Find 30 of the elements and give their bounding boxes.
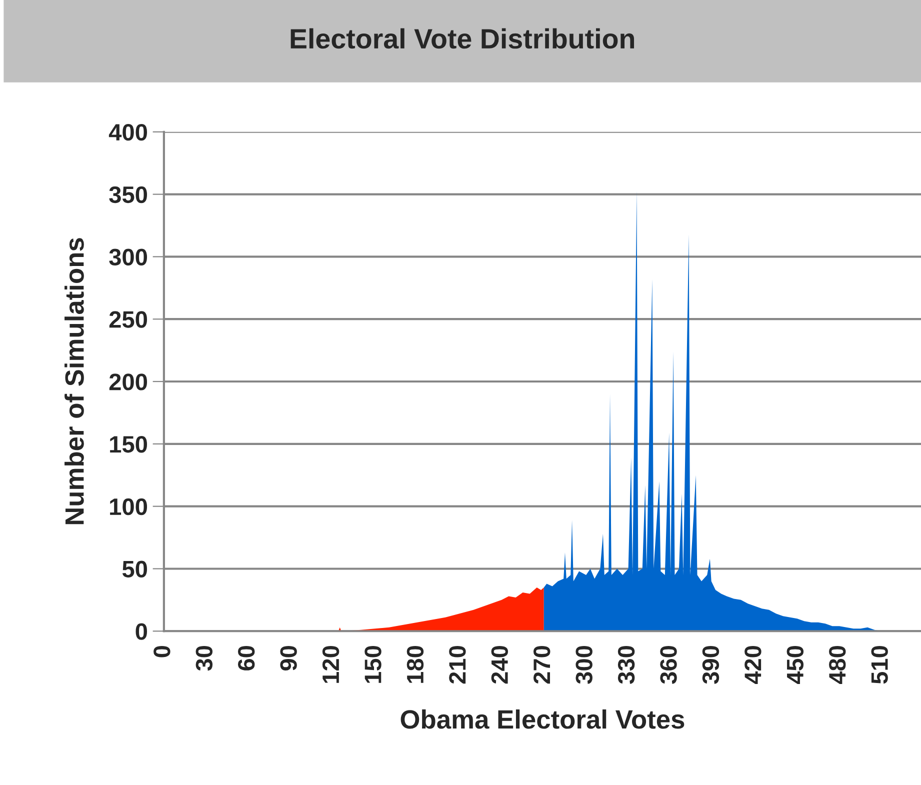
x-tick-label: 300 (576, 646, 592, 684)
y-axis-title: Number of Simulations (64, 238, 84, 524)
x-tick-label: 510 (871, 646, 888, 684)
x-tick-label: 30 (196, 646, 213, 671)
y-tick-label: 200 (109, 374, 147, 390)
x-tick-label: 0 (154, 646, 170, 658)
x-tick-label: 360 (660, 646, 677, 684)
x-tick-label: 240 (491, 646, 508, 684)
x-tick-label: 270 (533, 646, 550, 684)
x-tick-label: 330 (618, 646, 635, 684)
x-tick-label: 390 (702, 646, 720, 684)
y-tick-label: 50 (122, 560, 147, 578)
y-tick-label: 0 (136, 623, 147, 640)
x-tick-label: 120 (322, 646, 340, 683)
y-tick-label: 350 (109, 186, 147, 204)
y-tick-label: 100 (110, 498, 147, 516)
x-tick-label: 420 (744, 646, 762, 684)
x-tick-label: 180 (406, 646, 424, 683)
x-tick-label: 450 (786, 646, 804, 684)
y-tick-label: 400 (108, 124, 147, 141)
x-tick-label: 150 (364, 646, 382, 683)
x-tick-label: 60 (238, 646, 255, 670)
y-tick-label: 150 (110, 436, 147, 453)
y-tick-label: 300 (109, 248, 147, 266)
x-tick-label: 90 (280, 646, 297, 670)
x-tick-label: 480 (829, 646, 846, 684)
chart-title: Electoral Vote Distribution (290, 28, 634, 49)
x-tick-label: 210 (449, 646, 466, 684)
y-tick-label: 250 (109, 311, 147, 328)
x-axis-title: Obama Electoral Votes (400, 709, 684, 729)
